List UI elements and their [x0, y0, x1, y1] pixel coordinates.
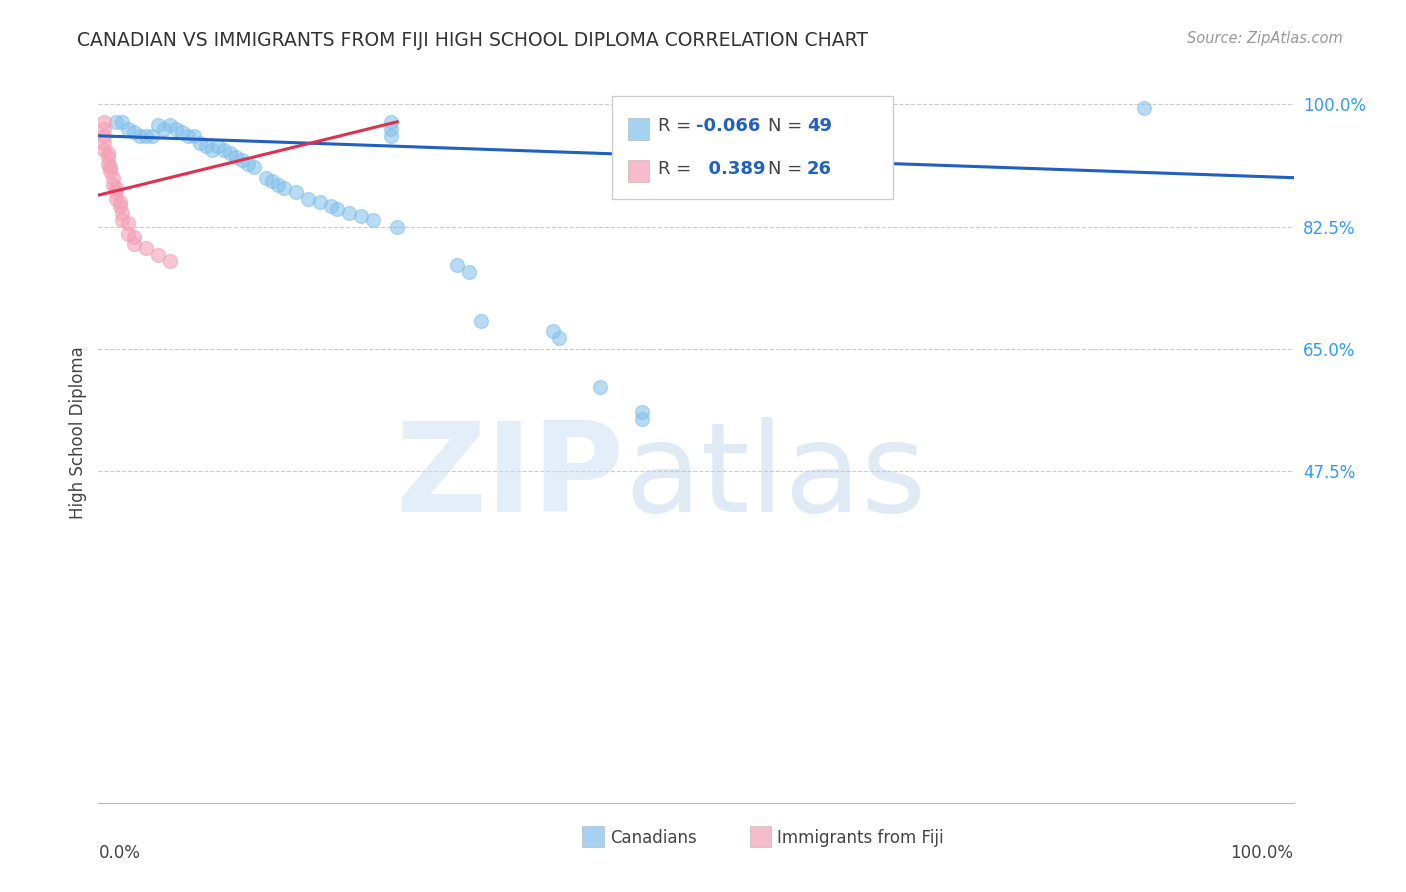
Point — [297, 192, 319, 206]
Point — [385, 219, 409, 234]
Point — [117, 121, 139, 136]
Point — [308, 195, 330, 210]
Text: Source: ZipAtlas.com: Source: ZipAtlas.com — [1187, 31, 1343, 46]
Point — [260, 174, 283, 188]
Point — [195, 139, 218, 153]
Text: 0.389: 0.389 — [696, 160, 765, 178]
Text: -0.066: -0.066 — [696, 118, 761, 136]
Text: N =: N = — [768, 118, 807, 136]
Point — [284, 185, 307, 199]
Point — [631, 405, 654, 419]
Point — [93, 128, 115, 143]
Point — [363, 212, 385, 227]
Point — [165, 121, 187, 136]
Text: R =: R = — [658, 160, 697, 178]
Point — [446, 258, 468, 272]
Point — [188, 136, 211, 150]
Point — [124, 230, 146, 244]
Point — [97, 150, 120, 164]
Point — [1133, 101, 1156, 115]
Point — [117, 227, 139, 241]
Point — [470, 314, 492, 328]
Point — [108, 199, 131, 213]
Point — [111, 205, 134, 219]
Point — [105, 185, 128, 199]
Point — [236, 157, 259, 171]
Point — [148, 118, 170, 132]
Point — [141, 128, 163, 143]
Point — [225, 150, 247, 164]
Point — [124, 237, 146, 252]
Point — [547, 331, 569, 345]
Point — [219, 146, 242, 161]
Point — [124, 125, 146, 139]
Point — [93, 121, 115, 136]
Point — [231, 153, 253, 168]
Point — [117, 216, 139, 230]
Point — [108, 195, 131, 210]
Point — [254, 170, 277, 185]
Text: 26: 26 — [807, 160, 832, 178]
Point — [339, 205, 361, 219]
Point — [273, 181, 295, 195]
Point — [172, 125, 194, 139]
Point — [380, 121, 402, 136]
Point — [135, 240, 157, 255]
Point — [129, 128, 152, 143]
Point — [326, 202, 349, 216]
Point — [267, 178, 290, 192]
Point — [631, 411, 654, 425]
Text: N =: N = — [768, 160, 807, 178]
Point — [105, 192, 128, 206]
Point — [159, 118, 181, 132]
Point — [380, 128, 402, 143]
Point — [380, 115, 402, 129]
Text: 100.0%: 100.0% — [1230, 844, 1294, 862]
Point — [101, 178, 124, 192]
Point — [135, 128, 157, 143]
Point — [212, 143, 235, 157]
Text: 0.0%: 0.0% — [98, 844, 141, 862]
Point — [111, 212, 134, 227]
Text: CANADIAN VS IMMIGRANTS FROM FIJI HIGH SCHOOL DIPLOMA CORRELATION CHART: CANADIAN VS IMMIGRANTS FROM FIJI HIGH SC… — [77, 31, 869, 50]
Bar — [582, 827, 605, 847]
Point — [183, 128, 205, 143]
Text: R =: R = — [658, 118, 697, 136]
Point — [541, 324, 564, 338]
Point — [98, 163, 122, 178]
Text: atlas: atlas — [624, 417, 927, 538]
FancyBboxPatch shape — [613, 95, 893, 200]
Bar — [628, 160, 650, 182]
Text: ZIP: ZIP — [395, 417, 624, 538]
Point — [98, 160, 122, 174]
Text: Immigrants from Fiji: Immigrants from Fiji — [778, 829, 943, 847]
Y-axis label: High School Diploma: High School Diploma — [69, 346, 87, 519]
Point — [148, 247, 170, 261]
Point — [458, 265, 481, 279]
Point — [97, 157, 120, 171]
Point — [105, 115, 128, 129]
Point — [159, 254, 181, 268]
Point — [111, 115, 134, 129]
Point — [93, 136, 115, 150]
Point — [153, 121, 176, 136]
Point — [97, 146, 120, 161]
Point — [101, 170, 124, 185]
Point — [321, 199, 343, 213]
Point — [350, 209, 373, 223]
Point — [243, 160, 266, 174]
Point — [177, 128, 200, 143]
Point — [589, 380, 612, 394]
Text: 49: 49 — [807, 118, 832, 136]
Bar — [749, 827, 772, 847]
Point — [105, 181, 128, 195]
Point — [201, 143, 224, 157]
Point — [93, 143, 115, 157]
Point — [207, 139, 229, 153]
Bar — [628, 118, 650, 140]
Point — [93, 115, 115, 129]
Text: Canadians: Canadians — [610, 829, 696, 847]
